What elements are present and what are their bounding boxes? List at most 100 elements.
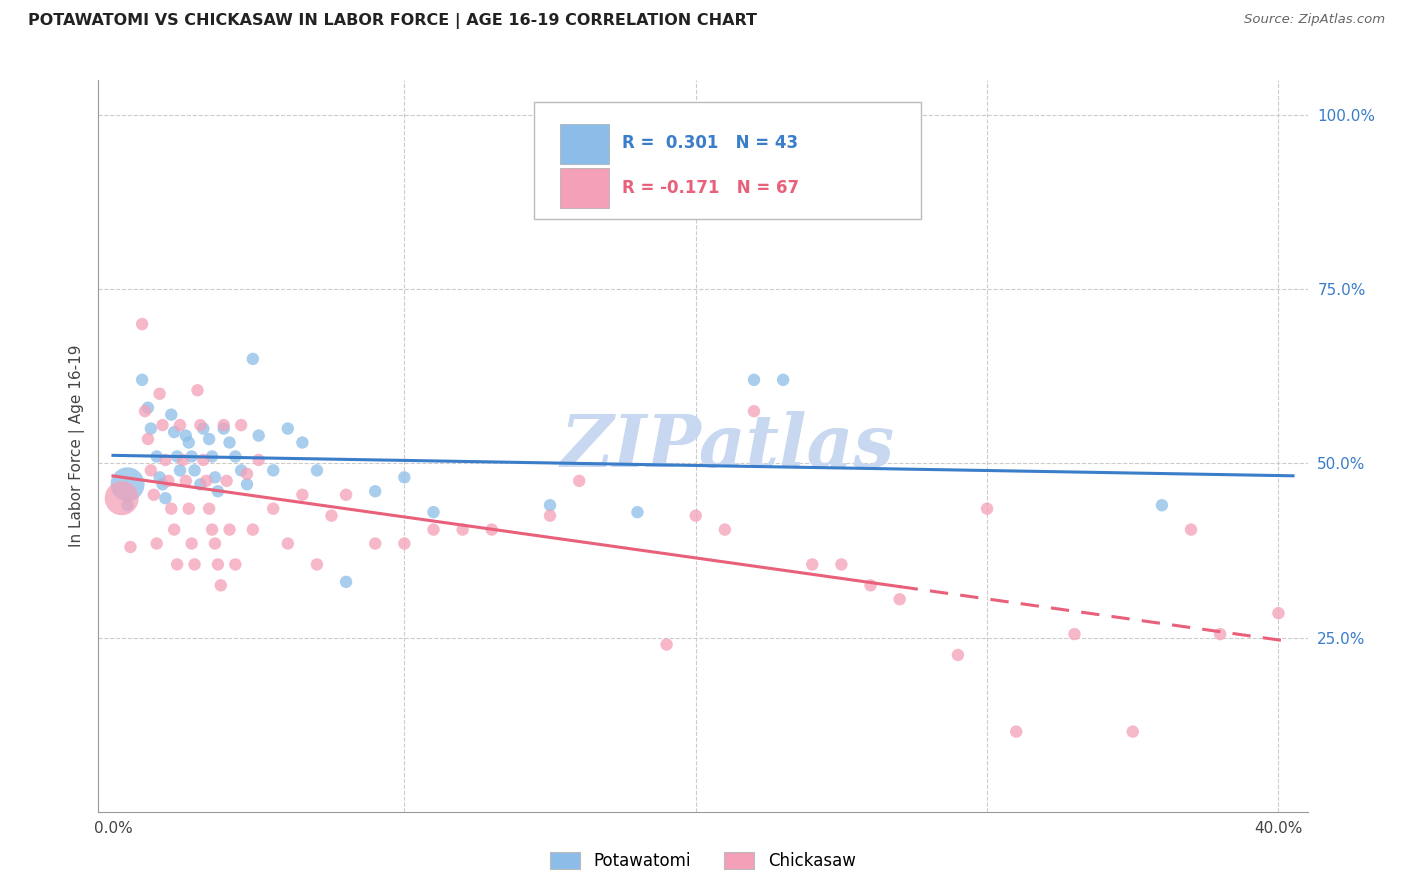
- Point: [169, 418, 191, 433]
- Point: [157, 474, 180, 488]
- Point: [201, 523, 224, 537]
- Point: [1150, 498, 1173, 512]
- FancyBboxPatch shape: [561, 124, 609, 164]
- Point: [291, 488, 314, 502]
- Point: [190, 477, 212, 491]
- Point: [1122, 724, 1144, 739]
- Point: [198, 432, 221, 446]
- Point: [1005, 724, 1028, 739]
- Point: [364, 536, 387, 550]
- Point: [166, 558, 188, 572]
- Point: [262, 463, 284, 477]
- Text: Source: ZipAtlas.com: Source: ZipAtlas.com: [1244, 13, 1385, 27]
- Point: [139, 421, 162, 435]
- Point: [145, 450, 167, 464]
- Point: [277, 536, 299, 550]
- Point: [204, 536, 226, 550]
- Point: [655, 638, 678, 652]
- Point: [321, 508, 343, 523]
- Text: POTAWATOMI VS CHICKASAW IN LABOR FORCE | AGE 16-19 CORRELATION CHART: POTAWATOMI VS CHICKASAW IN LABOR FORCE |…: [28, 13, 756, 29]
- Point: [152, 418, 174, 433]
- Point: [207, 484, 229, 499]
- Point: [335, 488, 357, 502]
- Point: [1063, 627, 1085, 641]
- Point: [149, 470, 172, 484]
- Point: [236, 467, 259, 481]
- Point: [180, 450, 202, 464]
- Point: [152, 477, 174, 491]
- Point: [139, 463, 162, 477]
- Point: [262, 501, 284, 516]
- Point: [145, 536, 167, 550]
- Point: [117, 498, 139, 512]
- Point: [231, 418, 253, 433]
- Point: [976, 501, 998, 516]
- Point: [394, 536, 416, 550]
- Point: [136, 432, 159, 446]
- FancyBboxPatch shape: [561, 168, 609, 209]
- Text: ZIPatlas: ZIPatlas: [560, 410, 894, 482]
- Point: [136, 401, 159, 415]
- Y-axis label: In Labor Force | Age 16-19: In Labor Force | Age 16-19: [69, 344, 84, 548]
- Point: [742, 404, 765, 418]
- Point: [131, 373, 153, 387]
- Point: [218, 435, 240, 450]
- Point: [131, 317, 153, 331]
- Point: [859, 578, 882, 592]
- Point: [149, 386, 172, 401]
- Point: [166, 450, 188, 464]
- Point: [422, 523, 444, 537]
- Point: [209, 578, 232, 592]
- Point: [422, 505, 444, 519]
- Text: R = -0.171   N = 67: R = -0.171 N = 67: [621, 178, 799, 197]
- Point: [193, 421, 215, 435]
- Point: [215, 474, 238, 488]
- Point: [183, 463, 205, 477]
- Point: [277, 421, 299, 435]
- Point: [183, 558, 205, 572]
- Point: [190, 418, 212, 433]
- Point: [155, 491, 177, 506]
- Point: [134, 404, 156, 418]
- Point: [801, 558, 824, 572]
- Point: [305, 558, 328, 572]
- Point: [218, 523, 240, 537]
- Point: [394, 470, 416, 484]
- Point: [177, 435, 200, 450]
- Point: [364, 484, 387, 499]
- Point: [207, 558, 229, 572]
- Point: [305, 463, 328, 477]
- Point: [946, 648, 969, 662]
- Point: [568, 474, 591, 488]
- Point: [291, 435, 314, 450]
- Point: [1267, 606, 1289, 620]
- Point: [186, 384, 208, 398]
- Point: [626, 505, 648, 519]
- Point: [247, 453, 270, 467]
- FancyBboxPatch shape: [534, 103, 921, 219]
- Point: [198, 501, 221, 516]
- Point: [231, 463, 253, 477]
- Point: [212, 418, 235, 433]
- Point: [111, 491, 134, 506]
- Point: [830, 558, 852, 572]
- Point: [172, 453, 194, 467]
- Point: [174, 428, 197, 442]
- Point: [335, 574, 357, 589]
- Point: [160, 408, 183, 422]
- Point: [212, 421, 235, 435]
- Point: [481, 523, 503, 537]
- Point: [142, 488, 165, 502]
- Point: [163, 425, 186, 439]
- Point: [538, 508, 561, 523]
- Point: [714, 523, 737, 537]
- Point: [180, 536, 202, 550]
- Point: [117, 477, 139, 491]
- Point: [224, 450, 246, 464]
- Point: [160, 501, 183, 516]
- Legend: Potawatomi, Chickasaw: Potawatomi, Chickasaw: [544, 845, 862, 877]
- Point: [242, 351, 264, 366]
- Point: [169, 463, 191, 477]
- Point: [193, 453, 215, 467]
- Point: [889, 592, 911, 607]
